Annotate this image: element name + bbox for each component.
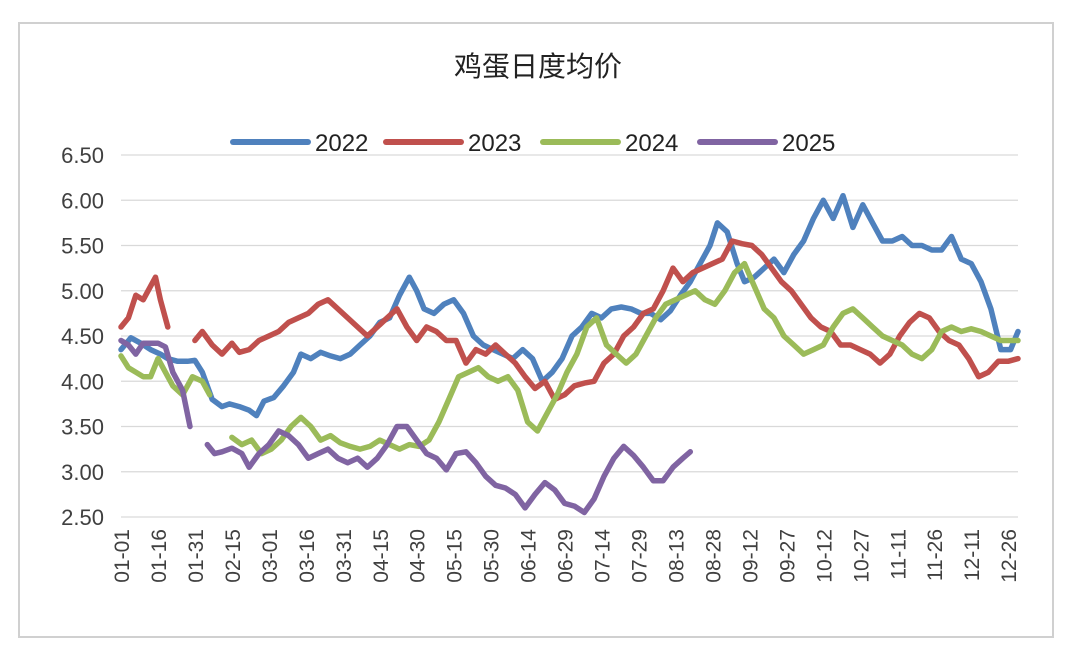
x-tick-label: 04-15 (370, 529, 393, 583)
legend-label: 2024 (625, 130, 678, 157)
y-tick-label: 4.00 (61, 369, 104, 394)
y-tick-label: 3.50 (61, 415, 104, 440)
chart-frame: 鸡蛋日度均价 6.50 6.00 5.50 5.00 4.50 4.00 3.50 3.00 2… (18, 22, 1054, 638)
y-tick-label: 6.00 (61, 188, 104, 213)
x-tick-label: 06-29 (555, 529, 578, 583)
y-tick-label: 6.50 (61, 143, 104, 168)
x-tick-label: 01-01 (111, 529, 134, 583)
legend-label: 2023 (468, 130, 521, 157)
x-tick-label: 09-12 (739, 529, 762, 583)
legend: 2022 2023 2024 2025 (230, 130, 835, 157)
x-tick-label: 03-01 (259, 529, 282, 583)
series-lines (118, 192, 1021, 516)
x-tick-label: 03-31 (333, 529, 356, 583)
x-tick-label: 07-14 (592, 529, 615, 583)
legend-label: 2022 (315, 130, 368, 157)
y-tick-label: 3.00 (61, 460, 104, 485)
x-axis-tick-labels: 01-01 01-16 01-31 02-15 03-01 03-16 03-31 04-15… (111, 529, 1021, 583)
x-tick-label: 01-31 (185, 529, 208, 583)
x-tick-label: 08-28 (702, 529, 725, 583)
series-line-2024 (118, 260, 1021, 457)
y-axis-tick-labels: 6.50 6.00 5.50 5.00 4.50 4.00 3.50 3.00 2.50 (61, 143, 104, 530)
x-tick-label: 12-11 (961, 529, 984, 581)
series-line-2023 (118, 238, 1021, 403)
y-tick-label: 4.50 (61, 324, 104, 349)
x-tick-label: 05-30 (481, 529, 504, 583)
series-line-2022 (118, 192, 1021, 419)
x-tick-label: 11-26 (924, 529, 947, 581)
x-tick-label: 03-16 (296, 529, 319, 583)
x-tick-label: 06-14 (518, 529, 541, 583)
x-tick-label: 10-27 (850, 529, 873, 583)
chart-title: 鸡蛋日度均价 (454, 50, 622, 83)
x-tick-label: 11-11 (887, 529, 910, 580)
series-line-2025 (118, 337, 694, 516)
x-tick-label: 08-13 (665, 529, 688, 583)
x-tick-label: 01-16 (148, 529, 171, 583)
x-tick-label: 05-15 (444, 529, 467, 583)
chart-svg: 鸡蛋日度均价 6.50 6.00 5.50 5.00 4.50 4.00 3.50 3.00 2… (61, 50, 1021, 583)
legend-label: 2025 (782, 130, 835, 157)
y-tick-label: 5.00 (61, 279, 104, 304)
x-tick-label: 09-27 (776, 529, 799, 583)
x-tick-label: 07-29 (629, 529, 652, 583)
x-tick-label: 04-30 (407, 529, 430, 583)
x-tick-label: 10-12 (813, 529, 836, 583)
x-tick-label: 02-15 (222, 529, 245, 583)
y-tick-label: 5.50 (61, 234, 104, 259)
y-tick-label: 2.50 (61, 505, 104, 530)
x-tick-label: 12-26 (998, 529, 1021, 583)
